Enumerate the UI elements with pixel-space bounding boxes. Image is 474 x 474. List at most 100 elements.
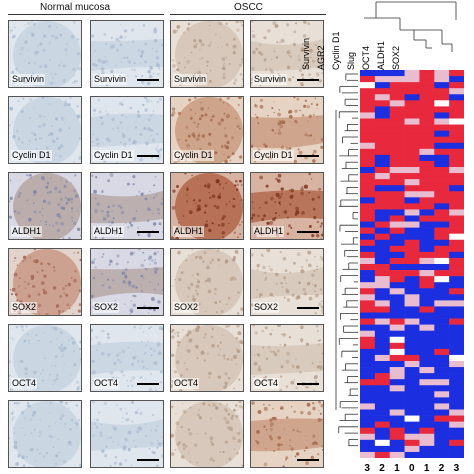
- heatmap-cell: [434, 251, 450, 259]
- tissue-image: [251, 97, 323, 163]
- heatmap-cell: [419, 354, 435, 362]
- heatmap-cell: [449, 245, 465, 253]
- heatmap-cell: [374, 197, 391, 204]
- heatmap-cell: [389, 142, 405, 150]
- heatmap-cell: [389, 318, 405, 325]
- heatmap-cell: [389, 215, 405, 222]
- heatmap-cell: [419, 433, 435, 441]
- heatmap-cell: [449, 142, 465, 150]
- heatmap-cell: [360, 348, 376, 356]
- heatmap-cell: [374, 409, 391, 416]
- heatmap-cell: [404, 324, 420, 331]
- heatmap-cell: [449, 330, 465, 338]
- heatmap-cell: [389, 367, 405, 374]
- heatmap-cell: [404, 118, 420, 125]
- heatmap-cell: [449, 203, 465, 210]
- heatmap-cell: [404, 348, 420, 356]
- heatmap-cell: [449, 82, 465, 89]
- ihc-tile: Survivin: [90, 20, 164, 88]
- ihc-tile: [250, 400, 324, 468]
- heatmap-cell: [404, 70, 420, 77]
- heatmap-cell: [419, 239, 435, 247]
- heatmap-cell: [419, 342, 435, 350]
- heatmap-cell: [389, 373, 405, 380]
- heatmap-cell: [419, 276, 435, 283]
- heatmap-cell: [374, 233, 391, 241]
- heatmap-cell: [449, 318, 465, 325]
- heatmap-cell: [360, 433, 376, 441]
- heatmap-cell: [449, 385, 465, 392]
- heatmap-cell: [404, 445, 420, 453]
- tile-label: SOX2: [11, 302, 38, 313]
- heatmap-cell: [449, 324, 465, 331]
- heatmap-cell: [404, 227, 420, 234]
- heatmap-cell: [389, 179, 405, 186]
- heatmap-cell: [434, 94, 450, 101]
- heatmap-cell: [419, 427, 435, 435]
- heatmap-cell: [374, 257, 391, 265]
- tissue-image: [171, 97, 243, 163]
- heatmap-cell: [360, 294, 376, 301]
- tissue-image: [9, 325, 81, 391]
- heatmap-cell: [389, 427, 405, 435]
- row-dendrogram: [335, 73, 358, 447]
- heatmap-cell: [419, 318, 435, 325]
- heatmap-cell: [389, 294, 405, 301]
- heatmap-cell: [374, 367, 391, 374]
- heatmap-cell: [374, 203, 391, 210]
- heatmap-cell: [434, 257, 450, 265]
- heatmap-cell: [434, 361, 450, 368]
- tissue-image: [172, 21, 243, 87]
- heatmap-cell: [389, 160, 405, 168]
- heatmap-cell: [374, 415, 391, 422]
- tile-label: SOX2: [173, 302, 200, 313]
- heatmap-cell: [449, 251, 465, 259]
- heatmap-cell: [419, 167, 435, 174]
- heatmap-cell: [374, 282, 391, 289]
- heatmap-cell: [389, 415, 405, 422]
- heatmap-cell: [404, 185, 420, 192]
- heatmap-cell: [374, 451, 391, 459]
- heatmap-cell: [449, 94, 465, 101]
- heatmap-cell: [404, 179, 420, 186]
- heatmap-cell: [360, 130, 376, 137]
- heatmap-cell: [404, 148, 420, 156]
- tile-label: OCT4: [173, 378, 200, 389]
- heatmap-cell: [389, 397, 405, 404]
- heatmap-cell: [419, 282, 435, 289]
- heatmap-cell: [389, 70, 405, 77]
- heatmap-cell: [404, 82, 420, 89]
- tile-label: OCT4: [253, 378, 280, 389]
- heatmap-cell: [389, 276, 405, 283]
- heatmap-cell: [389, 282, 405, 289]
- tissue-image: [9, 21, 81, 87]
- heatmap-cell: [374, 94, 391, 101]
- heatmap-cell: [449, 130, 465, 137]
- heatmap-cell: [419, 203, 435, 210]
- heatmap-cell: [434, 215, 450, 222]
- heatmap-cell: [404, 282, 420, 289]
- heatmap-cell: [374, 106, 391, 113]
- cluster-number: 0: [409, 463, 415, 474]
- heatmap-cell: [434, 160, 450, 168]
- heatmap-cell: [360, 397, 376, 404]
- heatmap-cell: [434, 197, 450, 204]
- heatmap-cell: [360, 379, 376, 386]
- heatmap-cell: [389, 403, 405, 410]
- heatmap-cell: [449, 300, 465, 307]
- heatmap-cell: [434, 391, 450, 398]
- heatmap-cell: [360, 215, 376, 222]
- heatmap-cell: [419, 215, 435, 222]
- heatmap-cell: [389, 112, 405, 119]
- scale-bar: [297, 307, 319, 309]
- heatmap-cell: [449, 76, 465, 83]
- heatmap-cell: [419, 227, 435, 234]
- scale-bar: [297, 155, 319, 157]
- heatmap-cell: [360, 203, 376, 210]
- tissue-image: [251, 401, 323, 467]
- heatmap-cell: [360, 385, 376, 392]
- heatmap-cell: [374, 100, 391, 107]
- heatmap-cell: [434, 167, 450, 174]
- heatmap-cell: [374, 348, 391, 356]
